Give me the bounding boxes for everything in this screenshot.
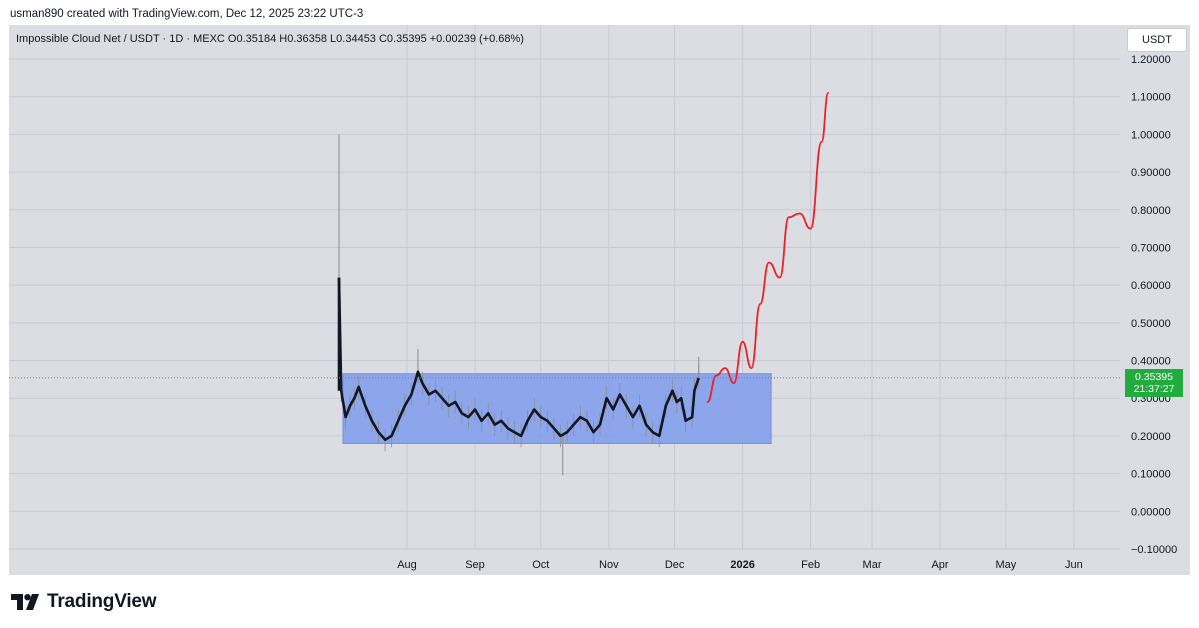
x-tick-label: Jun [1065,559,1083,571]
x-tick-label: Dec [665,559,685,571]
y-tick-label: −0.10000 [1131,544,1177,556]
tradingview-logo[interactable]: TradingView [11,591,157,613]
x-tick-label: Mar [863,559,882,571]
y-tick-label: 1.10000 [1131,92,1171,104]
x-tick-label: Aug [397,559,417,571]
projection-layer [706,92,830,403]
brand-name: TradingView [47,591,157,612]
y-tick-label: 0.10000 [1131,469,1171,481]
last-price-value: 0.35395 [1135,371,1173,383]
y-tick-label: 0.60000 [1131,280,1171,292]
chart-area[interactable] [9,25,1190,575]
x-tick-label: 2026 [730,559,754,571]
y-tick-label: 0.40000 [1131,356,1171,368]
y-tick-label: 0.90000 [1131,167,1171,179]
projection-path [706,92,830,403]
x-tick-label: Apr [931,559,948,571]
last-price-tag: 0.35395 21:37:27 [1125,369,1183,397]
y-tick-label: 0.00000 [1131,506,1171,518]
price-line [337,277,700,441]
x-tick-label: Oct [532,559,549,571]
x-tick-label: Sep [465,559,485,571]
time-axis: Aug Sep Oct Nov Dec 2026 Feb Mar Apr May Jun [397,559,1083,571]
x-tick-label: Feb [801,559,820,571]
y-tick-label: 1.20000 [1131,54,1171,66]
x-tick-label: Nov [599,559,619,571]
y-tick-label: 0.80000 [1131,205,1171,217]
currency-selector[interactable]: USDT [1127,28,1187,52]
y-tick-label: 1.00000 [1131,129,1171,141]
price-series-layer [337,134,700,476]
tradingview-logo-icon [11,594,39,610]
attribution-text: usman890 created with TradingView.com, D… [10,8,364,20]
y-tick-label: 0.20000 [1131,431,1171,443]
bar-countdown: 21:37:27 [1133,383,1175,395]
x-tick-label: May [995,559,1016,571]
y-tick-label: 0.70000 [1131,242,1171,254]
symbol-legend: Impossible Cloud Net / USDT · 1D · MEXC … [16,33,524,45]
price-axis: 1.20000 1.10000 1.00000 0.90000 0.80000 0.700… [1131,54,1177,556]
y-tick-label: 0.50000 [1131,318,1171,330]
grid-lines [9,25,1120,550]
